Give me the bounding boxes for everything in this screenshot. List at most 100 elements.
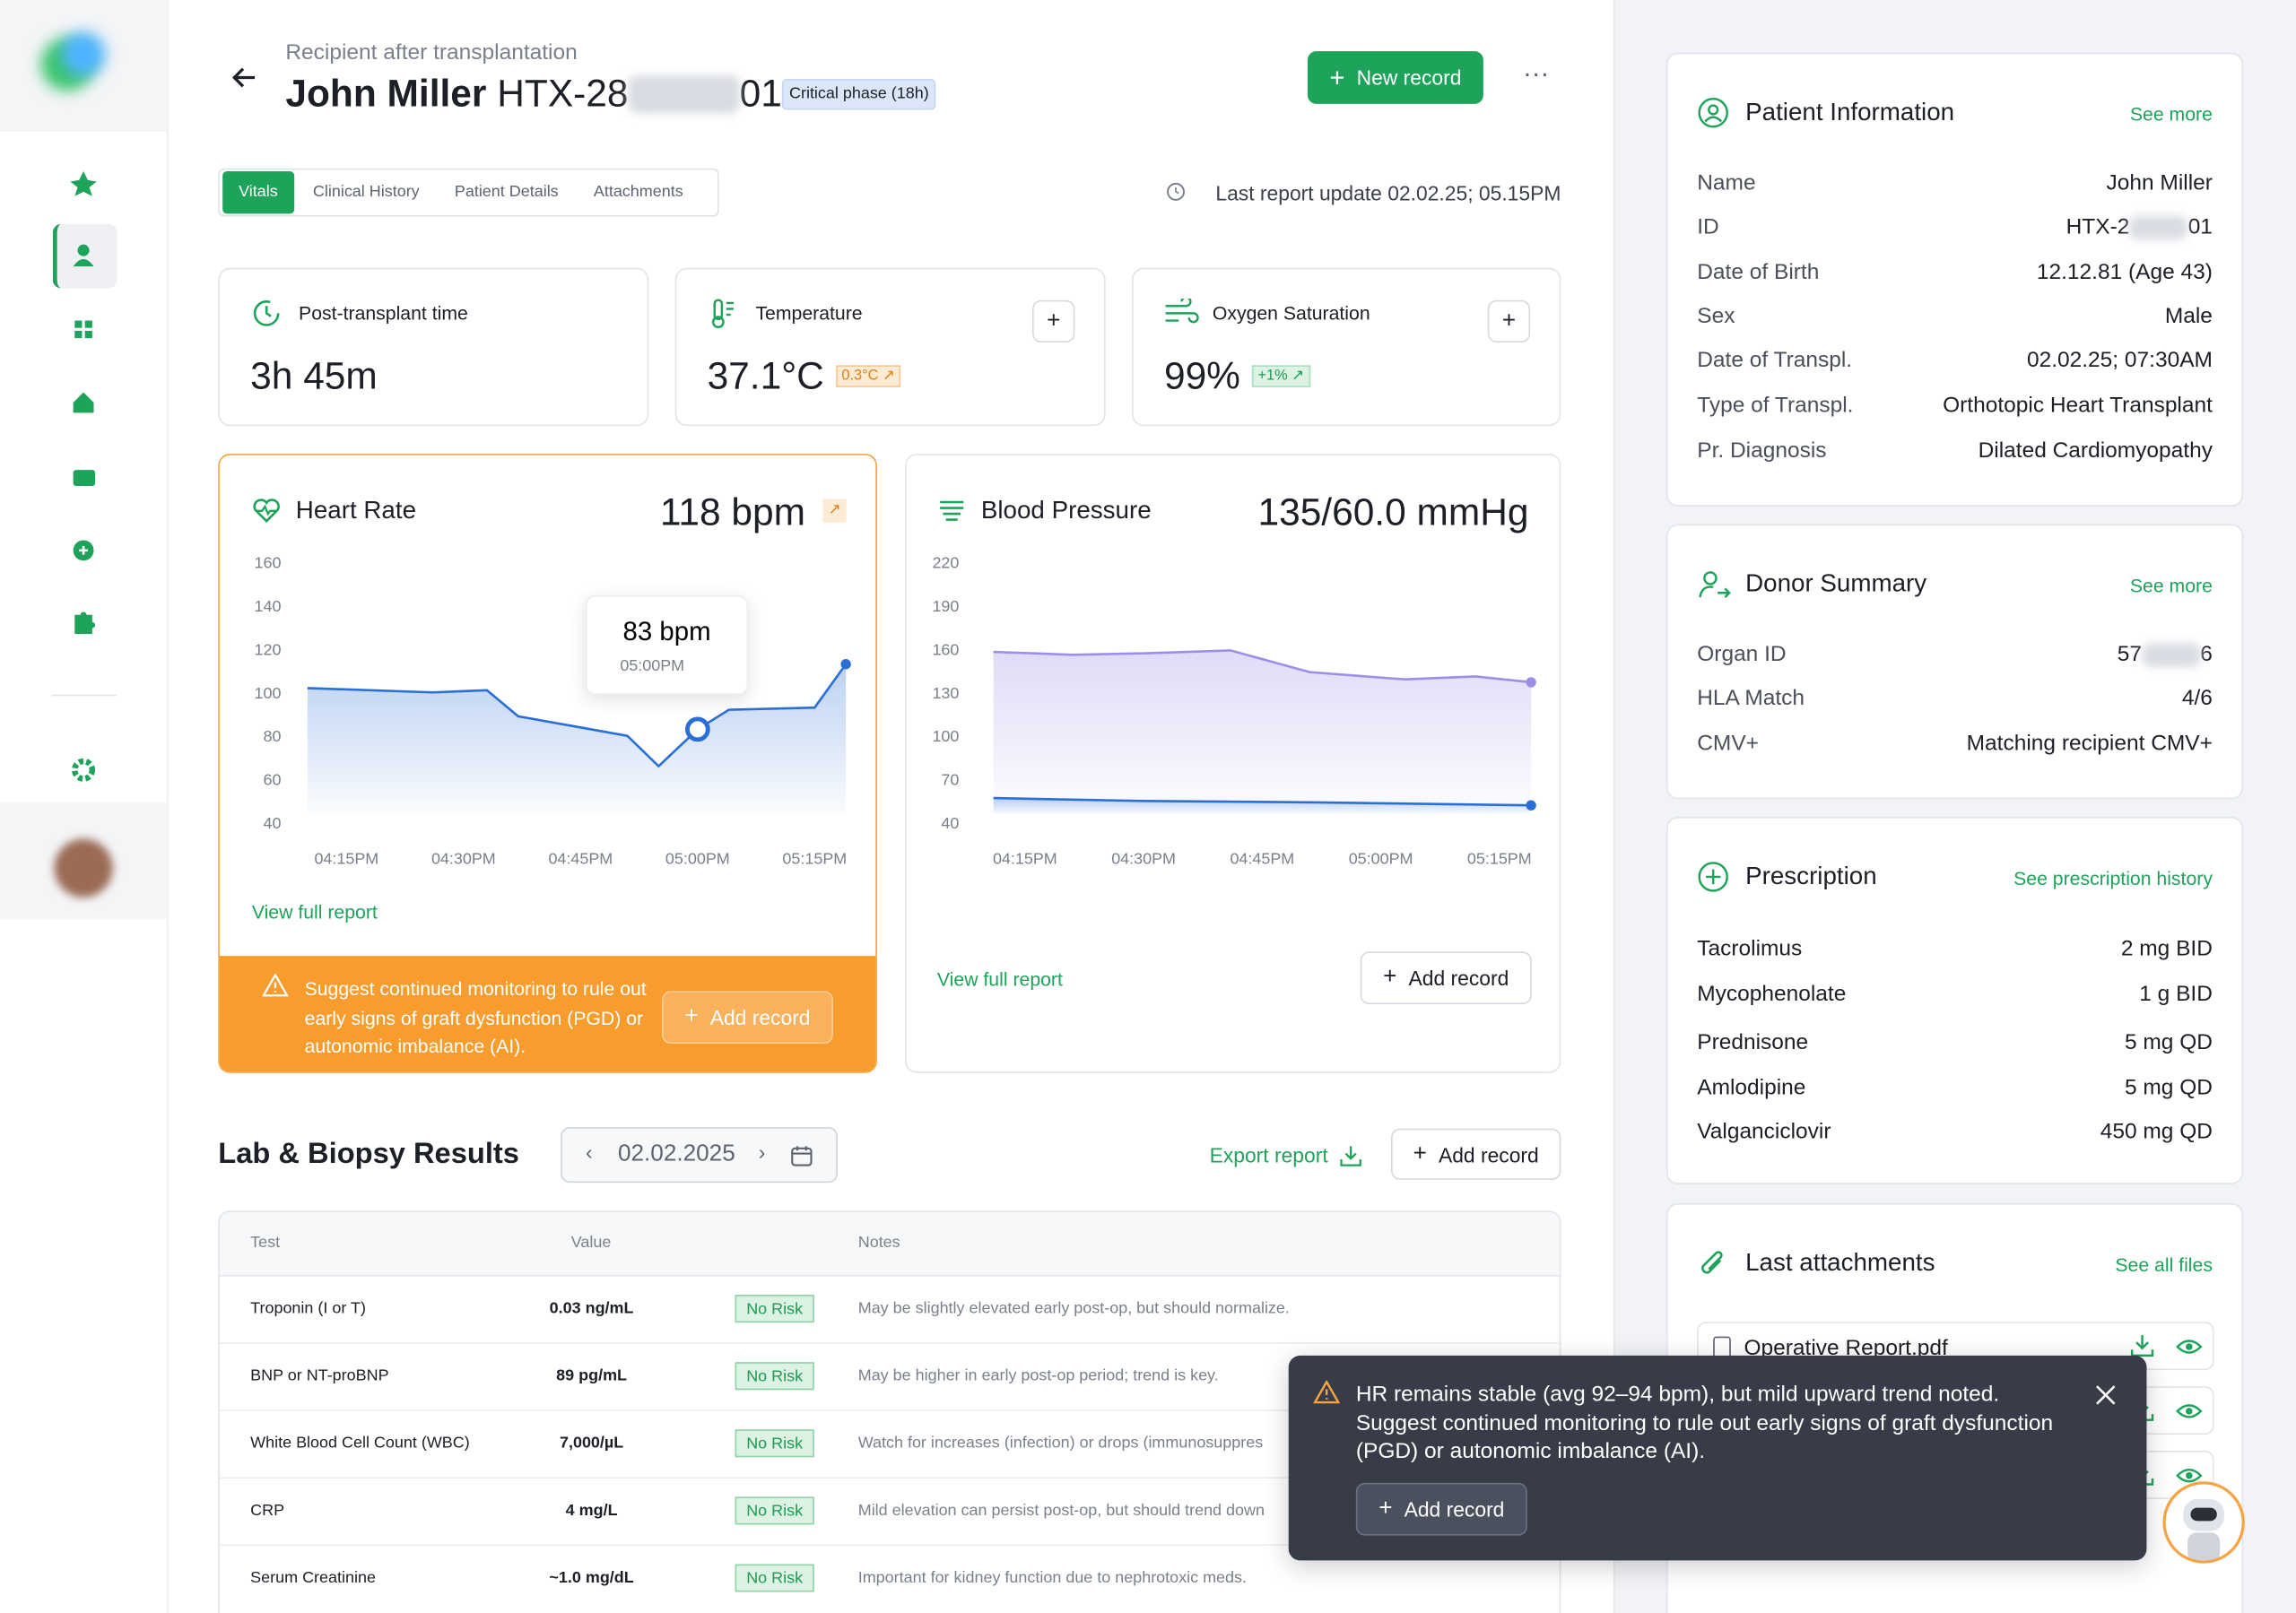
card-title: Blood Pressure [980,496,1152,525]
blood-pressure-chart: 40 70 100 130 160 190 220 04:15PM 04:30PM 04:45PM… [932,553,1536,867]
nav-grid[interactable] [74,320,92,339]
stat-icon [711,299,734,329]
stat-change: 0.3°C ↗ [835,365,901,387]
nav-briefcase[interactable] [73,470,96,487]
value-text: 6 [2200,641,2213,667]
prev-date[interactable]: ‹ [586,1140,593,1164]
x-tick-label: 04:45PM [1230,849,1294,867]
column-header: Value [570,1234,612,1252]
test-notes: Mild elevation can persist post-op, but … [857,1502,1265,1520]
card-link[interactable]: See all files [2115,1253,2213,1276]
add-button[interactable]: + [1032,299,1075,343]
row-label: Date of Birth [1697,259,1820,285]
patient-id: HTX-28 [497,71,629,116]
tabs: Vitals Clinical History Patient Details Att… [218,168,719,217]
trend-icon: ↗ [822,499,847,523]
export-link[interactable]: Export report [1210,1143,1362,1166]
view-icon[interactable] [2176,1404,2203,1418]
stat-change: +1% ↗ [1251,365,1310,387]
card-link[interactable]: See more [2129,103,2213,126]
y-tick-label: 160 [255,553,282,571]
nav-settings[interactable] [71,758,96,782]
tab[interactable]: Vitals [222,171,294,214]
view-report-link[interactable]: View full report [251,900,378,924]
card-link[interactable]: See more [2129,574,2213,597]
stat-value: 37.1°C 0.3°C ↗ [708,353,901,399]
end-point [1526,677,1536,688]
risk-badge: No Risk [735,1429,814,1458]
test-name: White Blood Cell Count (WBC) [250,1434,470,1453]
nav-home[interactable] [73,392,94,413]
value-text: 01 [2187,214,2213,239]
y-tick-label: 160 [932,640,959,658]
stat-card: Post-transplant time 3h 45m [218,267,649,427]
value-text: HTX-2 [2066,214,2130,239]
section-title: Lab & Biopsy Results [218,1138,519,1171]
row-value: Matching recipient CMV+ [1967,732,2213,757]
nav-add [79,545,88,555]
donor-card: Donor Summary See more Organ ID 57 6 HLA Matc… [1665,524,2244,800]
tab[interactable]: Patient Details [454,183,559,201]
line [993,649,1532,684]
blood-pressure-card: Blood Pressure 135/60.0 mmHg 40 70 100 130 1… [904,454,1561,1073]
y-tick-label: 40 [941,814,959,832]
line [993,796,1532,807]
button-label: Add record [1438,1142,1539,1166]
add-record-button[interactable]: + Add record [1391,1128,1561,1180]
next-date[interactable]: › [758,1140,766,1164]
stat-value-text: 99% [1163,353,1240,398]
value-text: 5 mg QD [2124,1029,2213,1055]
add-record-button[interactable]: + Add record [1355,1482,1527,1536]
stat-label: Post-transplant time [299,302,468,325]
stat-label: Oxygen Saturation [1212,302,1370,325]
test-notes: May be higher in early post-op period; t… [857,1366,1219,1385]
alert-banner: Suggest continued monitoring to rule out… [219,956,876,1072]
tab[interactable]: Attachments [593,183,683,201]
calendar-icon[interactable] [791,1145,813,1166]
add-record-button[interactable]: + Add record [661,991,833,1045]
download-icon[interactable] [2130,1334,2154,1357]
view-icon [2186,1471,2193,1479]
bp-icon [940,500,964,521]
line [307,663,848,768]
test-notes: May be slightly elevated early post-op, … [857,1299,1290,1318]
button-label: New record [1356,65,1462,90]
row-divider [219,1477,1560,1479]
stat-value: 99% +1% ↗ [1163,353,1310,399]
more-button[interactable]: ··· [1522,58,1550,88]
assistant-avatar[interactable] [2162,1481,2245,1564]
add-record-button[interactable]: + Add record [1360,951,1532,1004]
prescription-card: Prescription See prescription history Tacr… [1665,817,2244,1184]
nav-active[interactable] [52,223,117,289]
row-value: 450 mg QD [2100,1119,2213,1144]
last-update: Last report update 02.02.25; 05.15PM [1215,181,1561,205]
view-report-link[interactable]: View full report [936,967,1063,991]
close-button[interactable] [2095,1384,2116,1405]
nav-puzzle[interactable] [74,611,96,634]
tab[interactable]: Clinical History [312,183,420,201]
value-text: Dilated Cardiomyopathy [1978,438,2213,464]
row-label: Sex [1697,303,1735,329]
view-icon[interactable] [2176,1468,2203,1483]
test-name: BNP or NT-proBNP [250,1366,389,1385]
row-value: 5 mg QD [2125,1075,2213,1100]
row-label: Name [1697,170,1756,195]
new-record-button[interactable]: + New record [1307,51,1483,104]
row-label: Tacrolimus [1697,936,1803,961]
nav-star[interactable] [70,171,97,196]
view-icon[interactable] [2176,1340,2203,1354]
back-button[interactable] [231,65,261,94]
download-icon [1340,1145,1361,1166]
date-picker[interactable]: ‹ 02.02.2025 › [561,1127,838,1184]
end-point [1526,800,1536,811]
nav-patient [73,258,94,267]
add-button[interactable]: + [1487,299,1531,343]
nav-patient[interactable] [77,244,90,256]
card-link[interactable]: See prescription history [2013,867,2213,889]
row-label: Organ ID [1697,641,1787,667]
clock-icon [1167,182,1185,201]
user-avatar[interactable] [54,838,113,898]
row-label: ID [1697,214,1719,239]
button-label: Add record [709,1005,811,1029]
heart-icon [253,499,280,524]
